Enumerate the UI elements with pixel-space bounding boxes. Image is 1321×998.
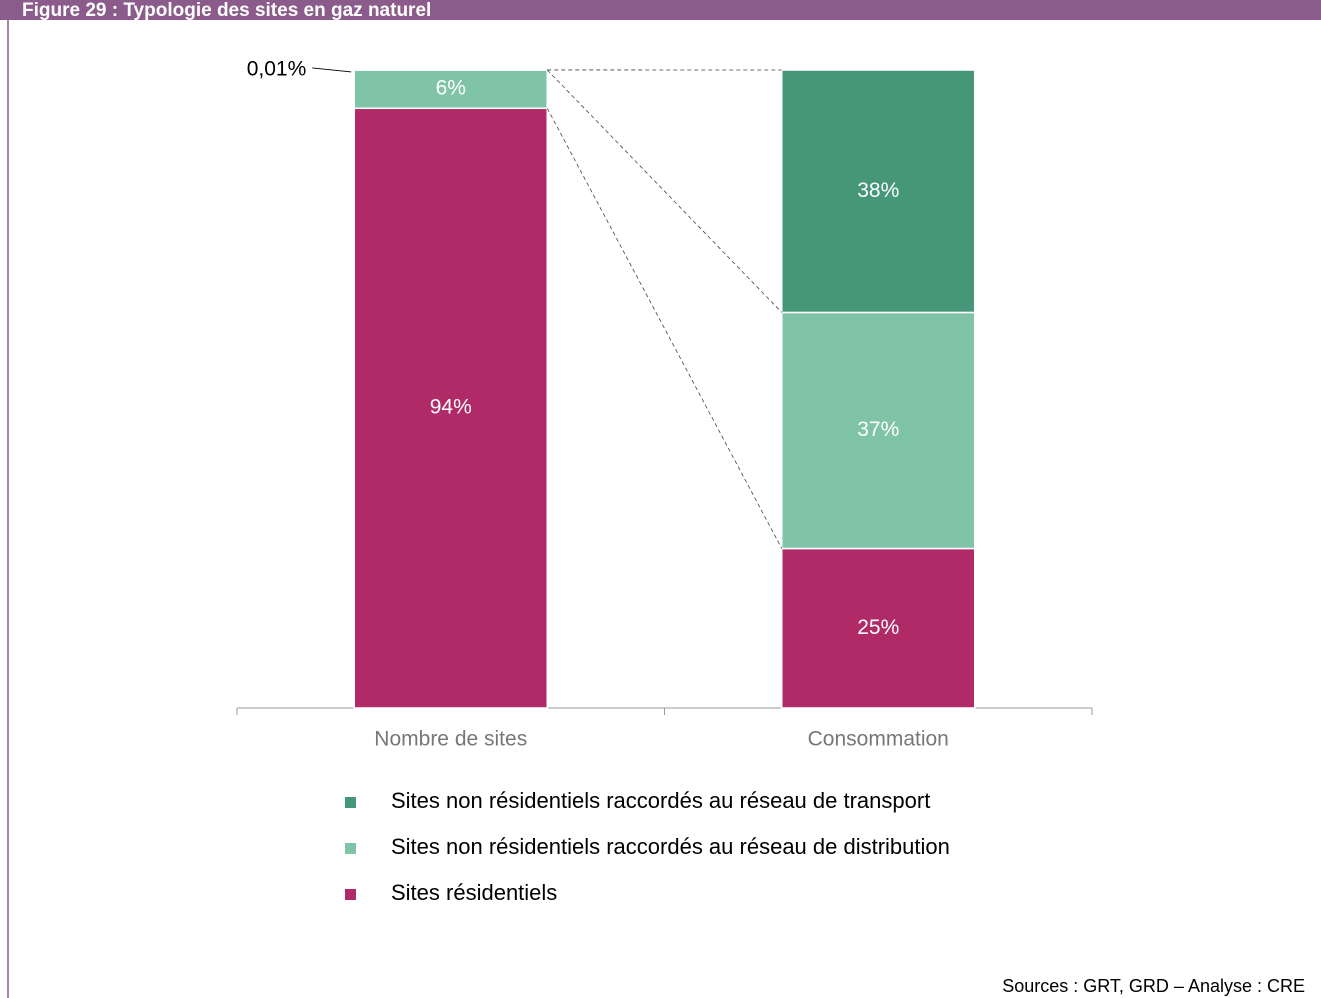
data-label: 25%	[857, 616, 899, 639]
bar-segment	[781, 547, 976, 709]
bar-segment	[353, 107, 548, 709]
legend-swatch	[345, 889, 356, 900]
legend-label: Sites non résidentiels raccordés au rése…	[391, 788, 930, 813]
chart-title: Figure 29 : Typologie des sites en gaz n…	[22, 0, 431, 21]
data-label: 94%	[430, 396, 472, 419]
bar-segment	[781, 69, 976, 314]
leader-line	[312, 67, 352, 73]
data-label: 38%	[857, 179, 899, 202]
data-label: 37%	[857, 418, 899, 441]
header-bar	[0, 0, 1321, 20]
legend-label: Sites résidentiels	[391, 880, 557, 905]
x-tick-label: Nombre de sites	[374, 728, 527, 751]
data-label: 6%	[436, 77, 466, 100]
legend-swatch	[345, 843, 356, 854]
source-note: Sources : GRT, GRD – Analyse : CRE	[1002, 976, 1305, 996]
connector-line	[546, 69, 783, 313]
data-label: 0,01%	[247, 57, 307, 80]
x-tick-label: Consommation	[808, 728, 949, 751]
bar-segment	[781, 311, 976, 550]
legend-label: Sites non résidentiels raccordés au rése…	[391, 834, 950, 859]
connector-line	[546, 108, 783, 549]
legend-swatch	[345, 797, 356, 808]
bar-segment	[353, 69, 548, 110]
